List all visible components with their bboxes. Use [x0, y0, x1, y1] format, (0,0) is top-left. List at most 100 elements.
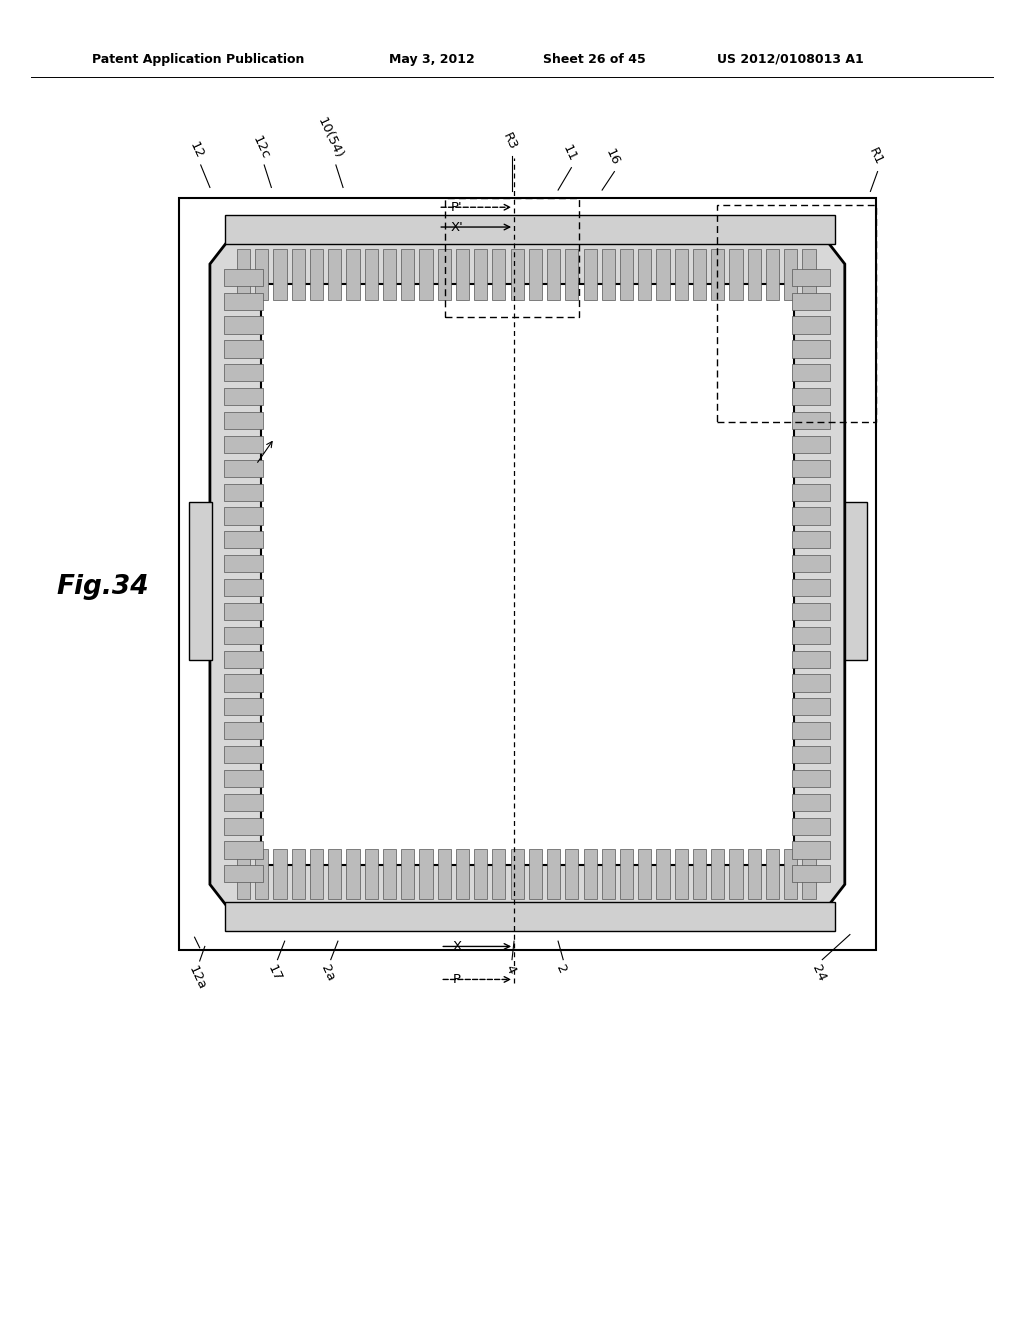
Bar [584, 849, 597, 899]
Bar [437, 249, 451, 300]
Bar [224, 841, 263, 858]
Bar [748, 849, 761, 899]
Bar [792, 722, 830, 739]
Bar [792, 412, 830, 429]
Bar [792, 293, 830, 310]
Bar [675, 249, 688, 300]
Bar [437, 849, 451, 899]
Bar [493, 849, 506, 899]
Bar [792, 364, 830, 381]
Bar [456, 249, 469, 300]
Bar [748, 249, 761, 300]
Bar [511, 249, 523, 300]
Bar [766, 849, 779, 899]
Bar [225, 902, 835, 931]
Bar [792, 459, 830, 477]
Bar [224, 412, 263, 429]
Bar [310, 849, 323, 899]
Text: Patent Application Publication: Patent Application Publication [92, 53, 304, 66]
Bar [712, 249, 724, 300]
Bar [224, 579, 263, 597]
Bar [224, 675, 263, 692]
Bar [712, 849, 724, 899]
Bar [401, 249, 415, 300]
Bar [792, 627, 830, 644]
Bar [224, 651, 263, 668]
Text: 17: 17 [265, 962, 284, 983]
Bar [224, 793, 263, 810]
Bar [224, 770, 263, 787]
Bar [401, 849, 415, 899]
Bar [456, 849, 469, 899]
Bar [224, 507, 263, 524]
Bar [224, 627, 263, 644]
Text: X': X' [451, 220, 463, 234]
Bar [224, 293, 263, 310]
Bar [179, 198, 876, 950]
Bar [261, 284, 794, 865]
Bar [792, 556, 830, 573]
Bar [693, 249, 707, 300]
Bar [237, 849, 250, 899]
Bar [638, 249, 651, 300]
Bar [656, 249, 670, 300]
Bar [792, 817, 830, 834]
Text: 2: 2 [553, 962, 569, 975]
Text: 12: 12 [187, 140, 206, 161]
Bar [328, 249, 341, 300]
Bar [792, 746, 830, 763]
Bar [292, 249, 305, 300]
Bar [620, 249, 633, 300]
Bar [792, 531, 830, 548]
Bar [255, 249, 268, 300]
Bar [445, 198, 579, 317]
Bar [803, 849, 815, 899]
Bar [224, 698, 263, 715]
Bar [255, 849, 268, 899]
Bar [383, 249, 396, 300]
Text: 10(54): 10(54) [314, 116, 345, 161]
Bar [224, 436, 263, 453]
Text: R1: R1 [866, 147, 885, 168]
Bar [225, 215, 835, 244]
Text: P': P' [451, 201, 462, 214]
Bar [766, 249, 779, 300]
Bar [224, 388, 263, 405]
Bar [792, 317, 830, 334]
Bar [792, 388, 830, 405]
Bar [792, 269, 830, 286]
Bar [328, 849, 341, 899]
Bar [792, 793, 830, 810]
Bar [224, 866, 263, 883]
Bar [565, 849, 579, 899]
Bar [547, 249, 560, 300]
Bar [224, 459, 263, 477]
Bar [310, 249, 323, 300]
Bar [292, 849, 305, 899]
Text: 12a: 12a [185, 964, 208, 991]
Bar [638, 849, 651, 899]
Text: 24: 24 [810, 962, 828, 983]
Text: 4: 4 [503, 962, 517, 975]
Text: 16: 16 [603, 147, 622, 168]
Bar [784, 249, 798, 300]
Bar [792, 436, 830, 453]
Text: 12c: 12c [250, 133, 272, 161]
Bar [420, 249, 432, 300]
Bar [792, 483, 830, 500]
Bar [717, 205, 876, 422]
Bar [224, 746, 263, 763]
Bar [346, 849, 359, 899]
Bar [273, 249, 287, 300]
Bar [189, 502, 212, 660]
Bar [493, 249, 506, 300]
Bar [803, 249, 815, 300]
Bar [675, 849, 688, 899]
Bar [693, 849, 707, 899]
Bar [792, 603, 830, 620]
Bar [237, 249, 250, 300]
Bar [547, 849, 560, 899]
Text: May 3, 2012: May 3, 2012 [389, 53, 475, 66]
Bar [224, 483, 263, 500]
Bar [528, 249, 542, 300]
